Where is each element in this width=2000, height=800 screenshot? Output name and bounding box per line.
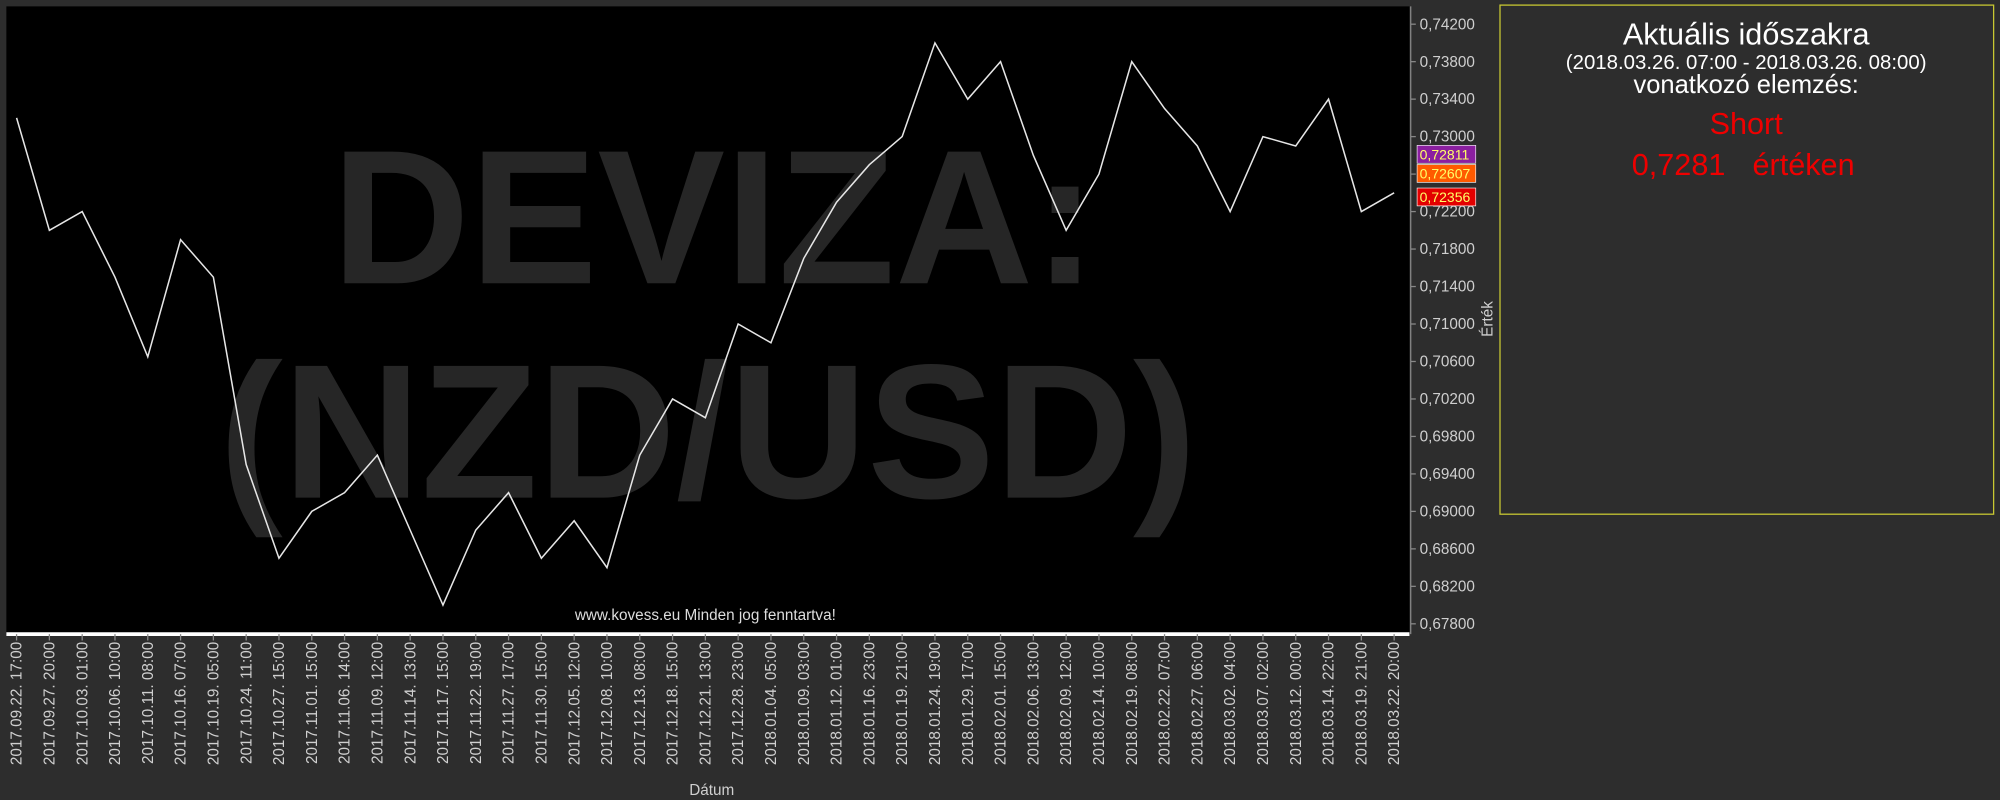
panel-signal: Short [1710,107,1784,141]
x-tick-label: 2018.02.09. 12:00 [1058,642,1075,765]
x-tick-label: 2017.12.28. 23:00 [730,642,747,765]
y-tick-label: 0,69800 [1420,429,1475,446]
y-tick-label: 0,68600 [1420,541,1475,558]
x-tick-label: 2017.12.13. 08:00 [632,642,649,765]
x-tick-label: 2017.11.30. 15:00 [533,642,550,764]
y-tick-label: 0,71800 [1420,241,1475,258]
y-tick-label: 0,70200 [1420,391,1475,408]
x-tick-label: 2017.09.27. 20:00 [41,642,58,765]
x-tick-label: 2017.12.05. 12:00 [566,642,583,765]
x-tick-label: 2017.12.21. 13:00 [697,642,714,765]
x-tick-label: 2017.10.27. 15:00 [271,642,288,765]
panel-title: Aktuális időszakra [1623,18,1871,52]
x-tick-label: 2018.03.12. 00:00 [1288,642,1305,765]
x-tick-label: 2018.03.19. 21:00 [1353,642,1370,765]
plot-area [6,6,1410,635]
x-tick-label: 2017.10.16. 07:00 [173,642,190,765]
price-tag-label: 0,72811 [1420,146,1470,162]
x-tick-label: 2018.01.29. 17:00 [960,642,977,765]
x-tick-label: 2018.02.27. 06:00 [1189,642,1206,765]
y-tick-label: 0,67800 [1420,616,1475,633]
y-tick-label: 0,72200 [1420,204,1475,221]
x-tick-label: 2018.01.16. 23:00 [861,642,878,765]
x-tick-label: 2018.02.01. 15:00 [993,642,1010,765]
x-tick-label: 2017.11.27. 17:00 [501,642,518,764]
y-tick-label: 0,73800 [1420,54,1475,71]
watermark: (NZD/USD) [219,325,1197,539]
price-tag [1416,187,1477,207]
x-axis-title: Dátum [689,782,734,799]
watermark: DEVIZA: [332,110,1097,324]
x-tick-label: 2018.01.04. 05:00 [763,642,780,765]
x-tick-label: 2017.12.18. 15:00 [665,642,682,765]
x-tick-label: 2017.11.17. 15:00 [435,642,452,764]
x-tick-label: 2017.11.01. 15:00 [304,642,321,764]
x-tick-label: 2017.10.19. 05:00 [205,642,222,765]
x-tick-label: 2017.09.22. 17:00 [9,642,26,765]
x-tick-label: 2017.11.14. 13:00 [402,642,419,764]
x-tick-label: 2018.02.14. 10:00 [1091,642,1108,765]
price-tag [1416,164,1477,183]
panel-price: 0,7281 [1632,148,1726,182]
x-tick-label: 2018.03.22. 20:00 [1386,642,1403,765]
y-tick-label: 0,73400 [1420,91,1475,108]
y-tick-label: 0,68200 [1420,578,1475,595]
x-tick-label: 2018.01.24. 19:00 [927,642,944,765]
y-tick-label: 0,70600 [1420,354,1475,371]
x-tick-label: 2018.02.22. 07:00 [1157,642,1174,765]
y-tick-label: 0,69400 [1420,466,1475,483]
x-tick-label: 2018.02.19. 08:00 [1124,642,1141,765]
x-tick-label: 2018.03.14. 22:00 [1321,642,1338,765]
y-axis-title: Érték [1479,301,1496,337]
x-tick-label: 2017.11.09. 12:00 [369,642,386,764]
x-tick-label: 2017.12.08. 10:00 [599,642,616,765]
x-tick-label: 2018.01.12. 01:00 [829,642,846,765]
x-tick-label: 2018.01.19. 21:00 [894,642,911,765]
y-tick-label: 0,71000 [1420,316,1475,333]
y-tick-label: 0,73000 [1420,129,1475,146]
x-tick-label: 2017.11.22. 19:00 [468,642,485,764]
panel-period: (2018.03.26. 07:00 - 2018.03.26. 08:00) [1566,52,1927,74]
x-tick-label: 2017.10.11. 08:00 [140,642,157,764]
price-line [15,41,1395,607]
x-tick-label: 2018.03.02. 04:00 [1222,642,1239,765]
x-tick-label: 2017.10.24. 11:00 [238,642,255,764]
price-tag-label: 0,72356 [1420,189,1471,205]
panel-subtitle: vonatkozó elemzés: [1634,71,1859,99]
price-tag [1416,145,1477,164]
price-tag-label: 0,72607 [1420,166,1471,182]
analysis-panel [1499,4,1995,515]
footer: www.kovess.eu Minden jog fenntartva! [574,607,836,624]
x-tick-label: 2017.10.06. 10:00 [107,642,124,765]
x-tick-label: 2017.11.06. 14:00 [337,642,354,764]
y-tick-label: 0,74200 [1420,16,1475,33]
x-tick-label: 2018.01.09. 03:00 [796,642,813,765]
x-tick-label: 2018.02.06. 13:00 [1025,642,1042,765]
x-tick-label: 2017.10.03. 01:00 [74,642,91,765]
x-tick-label: 2018.03.07. 02:00 [1255,642,1272,765]
y-tick-label: 0,69000 [1420,503,1475,520]
panel-price-suffix: értéken [1753,148,1855,182]
y-tick-label: 0,71400 [1420,279,1475,296]
